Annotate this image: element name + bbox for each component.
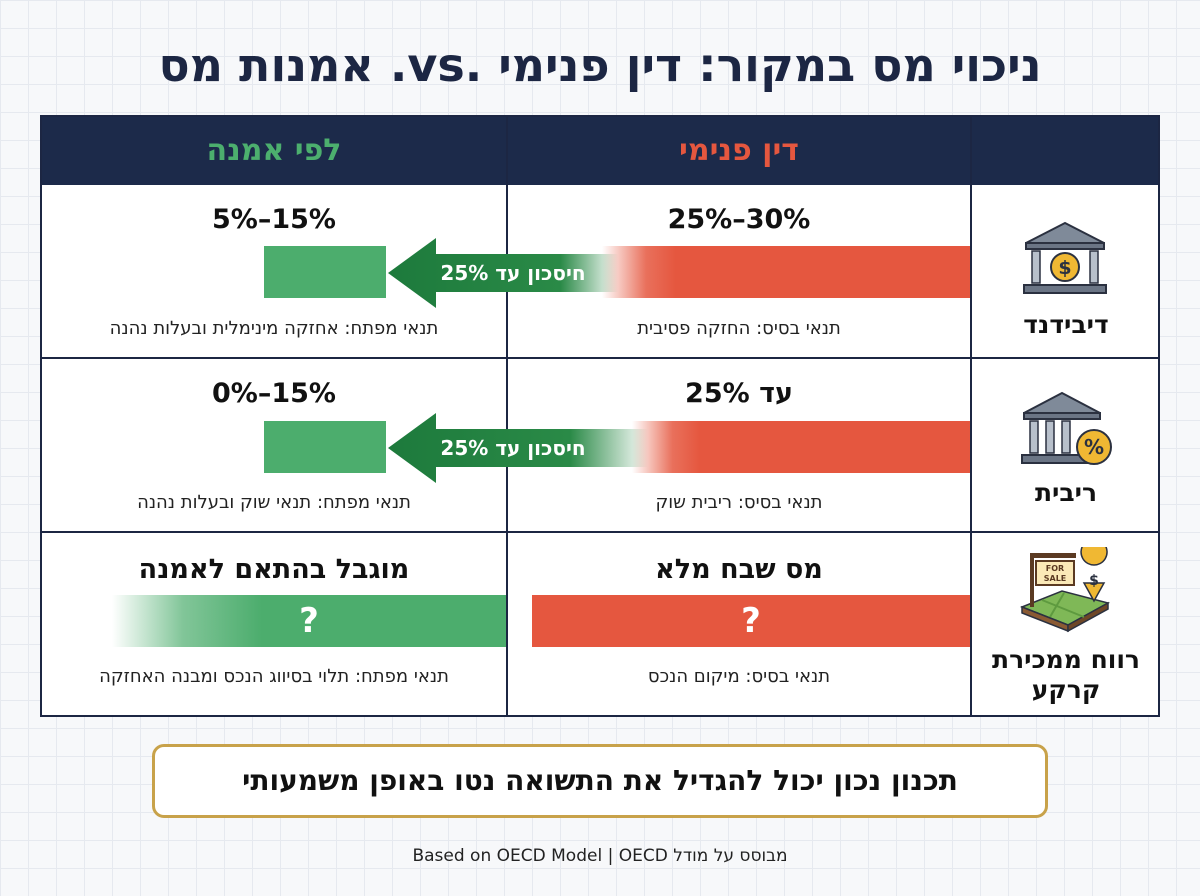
row-divider	[42, 531, 1158, 533]
domestic-rate-bar	[602, 246, 970, 298]
svg-text:$: $	[1058, 257, 1071, 279]
svg-text:$: $	[1089, 573, 1099, 589]
bank-dollar-icon: $	[1020, 219, 1110, 303]
savings-label: חיסכון עד 25%	[440, 261, 586, 285]
column-divider	[970, 117, 972, 715]
category-label: דיבידנד	[1023, 310, 1109, 339]
bottom-note-box: תכנון נכון יכול להגדיל את התשואה נטו באו…	[152, 744, 1048, 818]
domestic-rate-bar	[632, 421, 970, 473]
category-label: רווח ממכירת קרקע	[992, 645, 1140, 704]
table-header: לפי אמנה דין פנימי	[42, 117, 1158, 185]
source-note: Based on OECD Model | OECD מבוסס על מודל	[412, 846, 788, 866]
treaty-rate-bar	[264, 246, 386, 298]
page-title: ניכוי מס במקור: דין פנימי .vs. אמנות מס	[158, 38, 1042, 92]
treaty-condition: תנאי מפתח: תנאי שוק ובעלות נהנה	[137, 492, 411, 513]
svg-text:SALE: SALE	[1044, 574, 1067, 583]
treaty-condition: תנאי מפתח: אחזקה מינימלית ובעלות נהנה	[109, 318, 439, 339]
comparison-table: לפי אמנה דין פנימי 5%–15% 25%–30% חיס	[40, 115, 1160, 717]
treaty-column-header: לפי אמנה	[206, 133, 342, 168]
column-divider	[506, 117, 508, 715]
bank-percent-icon: %	[1020, 389, 1116, 477]
domestic-rate: עד 25%	[685, 378, 793, 409]
domestic-condition: תנאי בסיס: החזקה פסיבית	[637, 318, 841, 339]
domestic-column-header: דין פנימי	[679, 133, 799, 168]
treaty-rate: מוגבל בהתאם לאמנה	[138, 554, 410, 585]
treaty-rate-bar	[264, 421, 386, 473]
domestic-condition: תנאי בסיס: מיקום הנכס	[647, 666, 831, 687]
row-divider	[42, 357, 1158, 359]
domestic-rate-bar: ?	[532, 595, 970, 647]
domestic-condition: תנאי בסיס: ריבית שוק	[655, 492, 823, 513]
category-label: ריבית	[1034, 478, 1098, 507]
domestic-rate: 25%–30%	[667, 204, 811, 235]
svg-text:%: %	[1084, 435, 1104, 459]
savings-label: חיסכון עד 25%	[440, 436, 586, 460]
treaty-rate: 0%–15%	[212, 378, 336, 409]
svg-text:FOR: FOR	[1046, 564, 1064, 573]
treaty-rate-bar: ?	[112, 595, 506, 647]
domestic-rate: מס שבח מלא	[655, 554, 823, 585]
bottom-note: תכנון נכון יכול להגדיל את התשואה נטו באו…	[242, 764, 958, 797]
savings-arrow: חיסכון עד 25%	[388, 238, 618, 308]
left-arrow-icon	[388, 413, 648, 483]
left-arrow-icon	[388, 238, 618, 308]
treaty-condition: תנאי מפתח: תלוי בסיווג הנכס ומבנה האחזקה	[99, 666, 449, 687]
treaty-rate: 5%–15%	[212, 204, 336, 235]
land-for-sale-icon: FOR SALE $	[1018, 538, 1114, 637]
savings-arrow: חיסכון עד 25%	[388, 413, 648, 483]
